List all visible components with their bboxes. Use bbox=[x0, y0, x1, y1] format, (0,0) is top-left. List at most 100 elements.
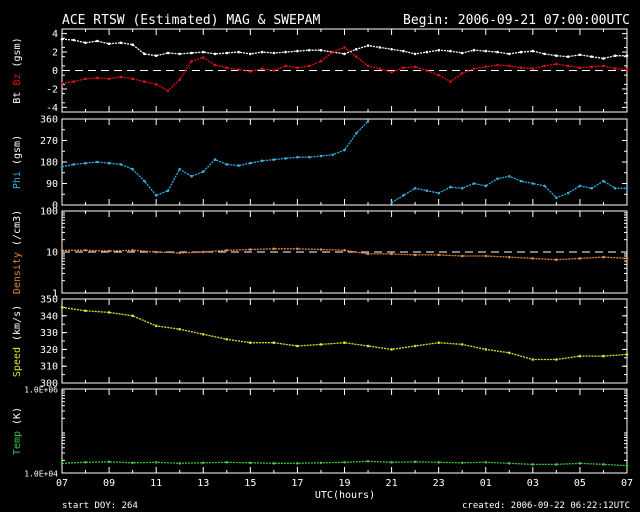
data-point bbox=[60, 82, 64, 85]
data-point bbox=[531, 182, 535, 185]
data-point bbox=[496, 50, 499, 54]
y-tick-label: 1.0E+04 bbox=[24, 470, 58, 479]
data-point bbox=[625, 187, 629, 190]
data-point bbox=[519, 50, 523, 54]
data-point bbox=[437, 48, 441, 52]
data-point bbox=[366, 120, 370, 123]
data-point bbox=[60, 165, 64, 169]
data-point bbox=[555, 258, 558, 262]
data-point bbox=[625, 68, 629, 71]
data-point bbox=[107, 77, 111, 81]
y-tick-label: 320 bbox=[40, 345, 58, 356]
data-point bbox=[343, 148, 346, 152]
plot-title: ACE RTSW (Estimated) MAG & SWEPAM bbox=[62, 13, 320, 28]
panel-speed: 350 340 330 320 310 300 Speed (km/s) bbox=[12, 295, 629, 390]
data-point bbox=[260, 159, 264, 163]
data-point bbox=[472, 182, 476, 185]
data-point bbox=[178, 251, 181, 255]
data-point bbox=[437, 191, 441, 195]
data-point bbox=[296, 247, 299, 251]
data-point bbox=[566, 55, 570, 58]
data-point bbox=[119, 163, 123, 166]
y-tick-label: 2 bbox=[52, 48, 58, 59]
y-axis-label-part: Temp bbox=[12, 431, 23, 455]
data-point bbox=[366, 460, 370, 463]
data-point bbox=[296, 49, 299, 53]
data-point bbox=[484, 65, 488, 69]
data-point bbox=[413, 460, 417, 464]
data-point bbox=[319, 60, 323, 63]
data-point bbox=[402, 49, 405, 53]
data-point bbox=[413, 344, 417, 348]
data-point bbox=[578, 354, 582, 358]
data-point bbox=[84, 461, 87, 464]
data-point bbox=[202, 170, 205, 173]
data-point bbox=[237, 68, 240, 71]
data-point bbox=[484, 184, 488, 188]
y-tick-label: 90 bbox=[46, 179, 58, 190]
data-point bbox=[402, 194, 405, 197]
data-point bbox=[484, 254, 488, 258]
data-point bbox=[249, 461, 252, 465]
data-point bbox=[460, 254, 464, 258]
data-point bbox=[84, 161, 87, 165]
data-point bbox=[437, 341, 441, 345]
data-point bbox=[366, 344, 370, 348]
data-point bbox=[413, 52, 417, 56]
data-point bbox=[131, 167, 134, 171]
data-point bbox=[390, 48, 393, 51]
data-point bbox=[378, 46, 382, 49]
data-point bbox=[249, 161, 252, 165]
x-tick-label: 19 bbox=[338, 478, 350, 489]
data-point bbox=[378, 67, 382, 70]
data-point bbox=[331, 153, 335, 157]
data-point bbox=[602, 463, 605, 466]
data-point bbox=[613, 54, 617, 57]
data-point bbox=[343, 461, 346, 464]
data-point bbox=[166, 189, 170, 192]
y-tick-label: 340 bbox=[40, 311, 58, 322]
data-point bbox=[355, 132, 358, 135]
data-point bbox=[272, 158, 276, 161]
data-point bbox=[555, 54, 558, 57]
y-axis-label-part: Phi bbox=[12, 171, 23, 189]
data-point bbox=[225, 66, 229, 69]
data-point bbox=[366, 64, 370, 68]
data-point bbox=[519, 66, 523, 69]
y-axis-label-part: Bt bbox=[12, 92, 23, 104]
data-point bbox=[566, 191, 570, 195]
data-point bbox=[578, 462, 582, 465]
x-tick-label: 17 bbox=[291, 478, 303, 489]
x-tick-label: 05 bbox=[574, 478, 586, 489]
data-point bbox=[343, 46, 346, 49]
y-tick-label: 270 bbox=[40, 136, 58, 147]
data-point bbox=[72, 163, 76, 166]
data-point bbox=[508, 351, 511, 355]
data-point bbox=[413, 187, 417, 190]
x-tick-label: 15 bbox=[244, 478, 256, 489]
data-point bbox=[508, 64, 511, 68]
data-point bbox=[307, 64, 311, 68]
data-point bbox=[390, 348, 393, 351]
data-point bbox=[225, 51, 229, 55]
data-point bbox=[284, 157, 287, 160]
data-point bbox=[472, 67, 476, 70]
data-point bbox=[390, 461, 393, 464]
data-point bbox=[154, 461, 158, 464]
data-point bbox=[190, 175, 193, 178]
data-point bbox=[413, 253, 417, 257]
data-point bbox=[296, 344, 299, 348]
data-point bbox=[202, 50, 205, 54]
y-axis-label: Phi (gsm) bbox=[12, 135, 23, 189]
data-point bbox=[460, 187, 464, 190]
data-point bbox=[119, 75, 123, 79]
data-point bbox=[96, 160, 99, 164]
y-axis-label-part: (/cm3) bbox=[12, 210, 23, 252]
data-point bbox=[531, 67, 535, 70]
data-point bbox=[590, 187, 593, 190]
data-point bbox=[272, 341, 276, 345]
data-point bbox=[625, 464, 629, 467]
y-axis-label-part: Bz bbox=[12, 74, 23, 92]
